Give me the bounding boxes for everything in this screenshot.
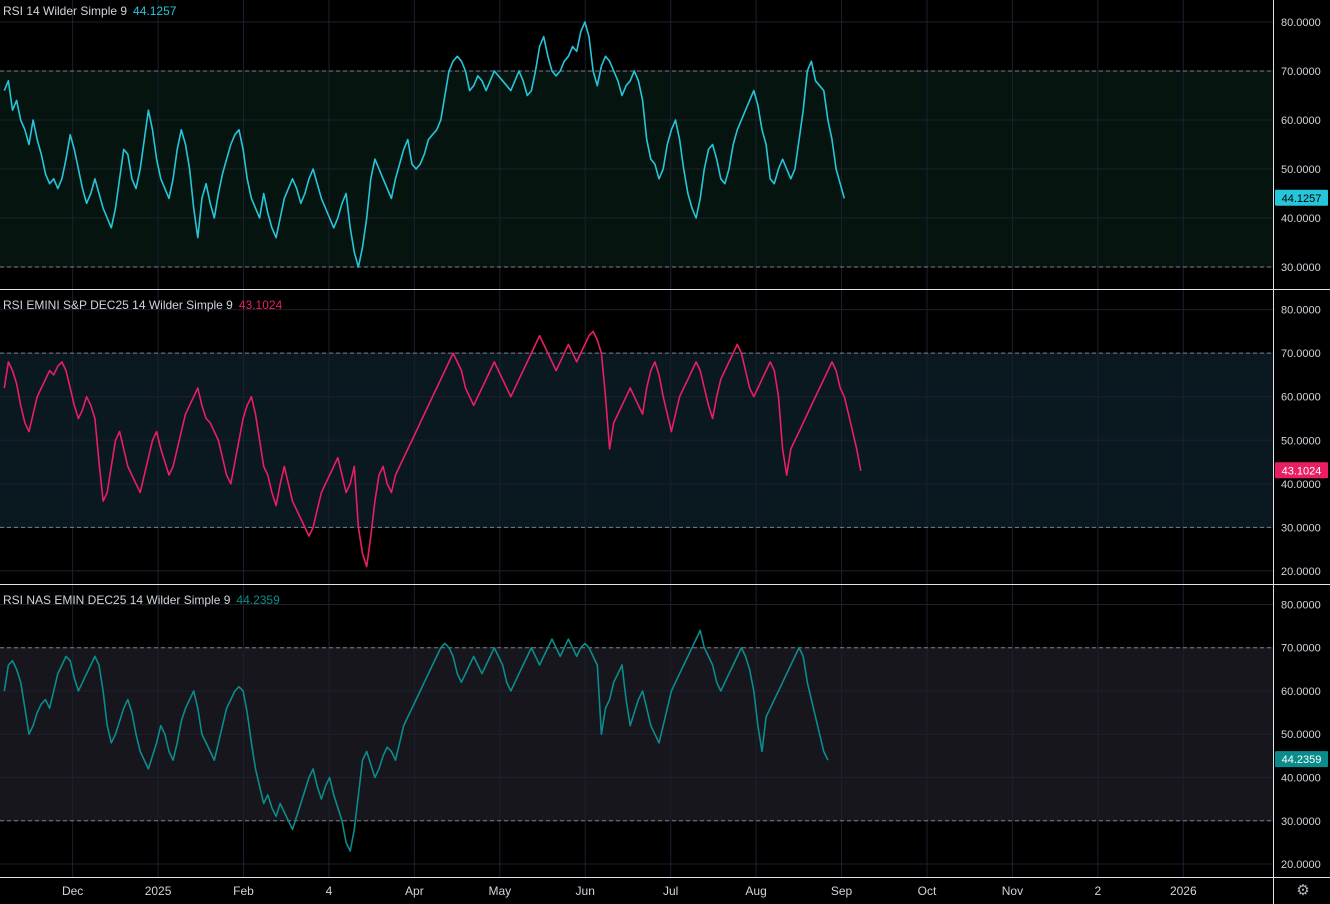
panel-2-last-value-label: 43.1024 — [1282, 465, 1322, 477]
panel-3-y-tick-label: 20.0000 — [1281, 859, 1321, 871]
time-axis-label: Oct — [918, 884, 937, 898]
panel-3-legend-value: 44.2359 — [236, 593, 280, 607]
panel-1-y-tick-label: 80.0000 — [1281, 17, 1321, 29]
panel-1-last-value-label: 44.1257 — [1282, 193, 1322, 205]
panel-1-y-tick-label: 30.0000 — [1281, 262, 1321, 274]
gear-icon[interactable]: ⚙ — [1296, 882, 1310, 899]
panel-2-legend[interactable]: RSI EMINI S&P DEC25 14 Wilder Simple 9 43… — [3, 298, 282, 312]
time-axis-label: Apr — [405, 884, 424, 898]
panel-3-rsi-line[interactable] — [3, 629, 829, 852]
panel-2-rsi-line[interactable] — [3, 330, 862, 568]
panel-2-y-tick-label: 40.0000 — [1281, 479, 1321, 491]
time-axis-label: Nov — [1002, 884, 1023, 898]
panel-3-y-tick-label: 50.0000 — [1281, 729, 1321, 741]
time-axis-label: 2025 — [145, 884, 172, 898]
time-axis-label: 2 — [1095, 884, 1102, 898]
time-axis-label: Dec — [62, 884, 83, 898]
panel-3-y-tick-label: 30.0000 — [1281, 816, 1321, 828]
panel-2-title: RSI EMINI S&P DEC25 14 Wilder Simple 9 — [3, 298, 233, 312]
panel-2-y-tick-label: 50.0000 — [1281, 435, 1321, 447]
panel-1-y-tick-label: 40.0000 — [1281, 213, 1321, 225]
time-axis-label: May — [488, 884, 511, 898]
panel-3-last-value-label: 44.2359 — [1282, 754, 1322, 766]
panel-3-title: RSI NAS EMIN DEC25 14 Wilder Simple 9 — [3, 593, 231, 607]
panel-1-y-tick-label: 70.0000 — [1281, 66, 1321, 78]
time-axis-label: Jul — [663, 884, 678, 898]
panel-2-y-tick-label: 60.0000 — [1281, 392, 1321, 404]
panel-2-legend-value: 43.1024 — [238, 298, 283, 312]
time-axis-label: 2026 — [1170, 884, 1197, 898]
panel-1-legend-value: 44.1257 — [133, 4, 177, 18]
panel-3-y-tick-label: 40.0000 — [1281, 773, 1321, 785]
panel-1-y-tick-label: 50.0000 — [1281, 164, 1321, 176]
time-axis-label: Jun — [576, 884, 595, 898]
panel-1-rsi-line[interactable] — [3, 21, 846, 268]
panel-2-y-tick-label: 80.0000 — [1281, 305, 1321, 317]
time-axis-label: Feb — [233, 884, 254, 898]
panel-3-y-tick-label: 70.0000 — [1281, 643, 1321, 655]
time-axis-label: 4 — [326, 884, 333, 898]
panel-3-y-tick-label: 60.0000 — [1281, 686, 1321, 698]
panel-1-legend[interactable]: RSI 14 Wilder Simple 9 44.1257 — [3, 4, 176, 18]
panel-2-y-tick-label: 30.0000 — [1281, 522, 1321, 534]
panel-1-title: RSI 14 Wilder Simple 9 — [3, 4, 128, 18]
panel-3-y-tick-label: 80.0000 — [1281, 599, 1321, 611]
panel-1-y-tick-label: 60.0000 — [1281, 115, 1321, 127]
time-axis-label: Sep — [831, 884, 853, 898]
panel-3-legend[interactable]: RSI NAS EMIN DEC25 14 Wilder Simple 9 44.… — [3, 593, 280, 607]
panel-2-y-tick-label: 20.0000 — [1281, 566, 1321, 578]
panel-1-last-value-badge — [1275, 189, 1328, 206]
panel-2-y-tick-label: 70.0000 — [1281, 348, 1321, 360]
panel-3-last-value-badge — [1275, 751, 1328, 768]
panel-2-last-value-badge — [1275, 462, 1328, 479]
time-axis-label: Aug — [745, 884, 766, 898]
